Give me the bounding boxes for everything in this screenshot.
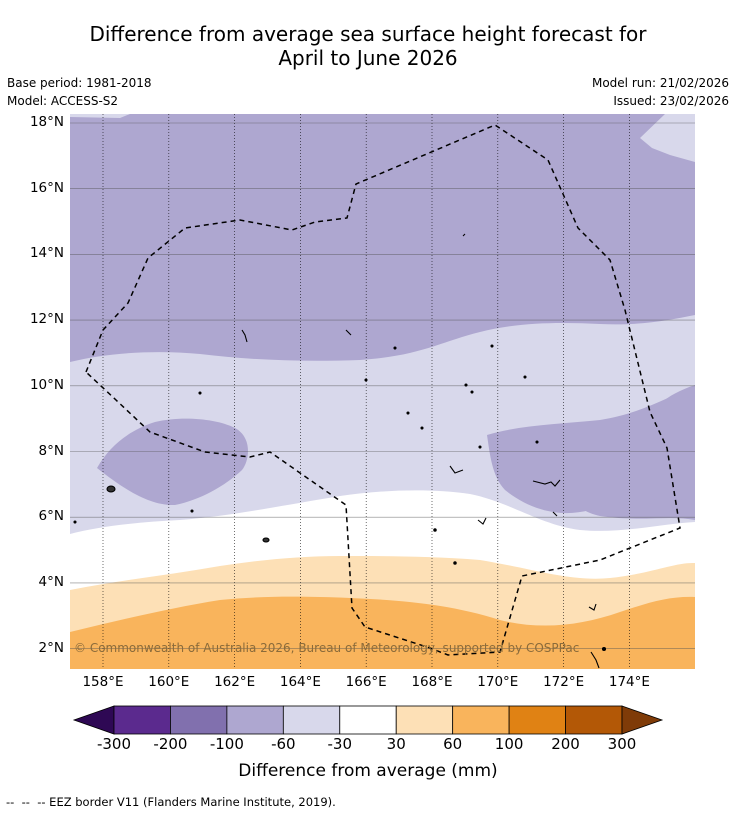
island: [364, 378, 368, 382]
colorbar: [72, 705, 664, 735]
colorbar-segment: [226, 705, 284, 735]
lat-tick-label: 6°N: [38, 508, 64, 525]
band-light-top-right: [640, 114, 695, 162]
island: [464, 383, 468, 387]
island: [590, 651, 600, 669]
gridlines: [70, 114, 695, 669]
lon-tick-label: 164°E: [279, 674, 321, 690]
island: [532, 479, 561, 487]
copyright-notice: © Commonwealth of Australia 2026, Bureau…: [74, 641, 580, 655]
colorbar-tick-label: 300: [607, 735, 637, 753]
colorbar-segment: [282, 705, 341, 735]
island: [241, 329, 248, 343]
colorbar-tick-label: -200: [153, 735, 188, 753]
island: [478, 445, 482, 449]
title-line-1: Difference from average sea surface heig…: [89, 22, 647, 46]
colorbar-tick-label: -300: [96, 735, 132, 753]
island: [190, 509, 194, 513]
island: [198, 391, 202, 395]
lat-tick-label: 10°N: [29, 376, 64, 393]
colorbar-segment: [452, 705, 510, 735]
lon-tick-label: 160°E: [148, 674, 190, 690]
islands: [73, 233, 607, 669]
island: [535, 440, 539, 444]
colorbar-extend-low: [72, 705, 115, 735]
colorbar-segment: [565, 705, 623, 735]
meta-right: Model run: 21/02/2026 Issued: 23/02/2026: [592, 74, 729, 110]
island: [393, 346, 397, 350]
lat-tick-label: 16°N: [29, 179, 64, 196]
meta-left: Base period: 1981-2018 Model: ACCESS-S2: [7, 74, 152, 110]
colorbar-tick-label: -30: [327, 735, 353, 753]
eez-border: [85, 124, 681, 656]
colorbar-tick-label: 100: [494, 735, 524, 753]
model-name: Model: ACCESS-S2: [7, 94, 119, 108]
map-plot-area: [70, 114, 695, 669]
lat-tick-label: 8°N: [38, 442, 64, 459]
island: [470, 390, 474, 394]
island: [601, 646, 607, 652]
band-plus60-plus100: [70, 596, 695, 669]
lon-tick-label: 172°E: [543, 674, 585, 690]
island: [106, 485, 116, 493]
colorbar-tick-label: 200: [551, 735, 580, 753]
band-light-top-left: [70, 114, 130, 118]
colorbar-tick-label: -60: [271, 735, 296, 753]
patch-east: [487, 386, 695, 514]
lat-tick-label: 18°N: [29, 114, 64, 130]
island: [552, 511, 558, 517]
patch-west: [97, 418, 248, 506]
colorbar-segment: [395, 705, 454, 735]
colorbar-title: Difference from average (mm): [238, 761, 498, 781]
colorbar-tick-label: 60: [443, 735, 463, 753]
colorbar-segment: [339, 705, 397, 735]
lon-tick-label: 168°E: [411, 674, 453, 690]
island: [588, 603, 597, 611]
title-line-2: April to June 2026: [278, 46, 458, 70]
island: [462, 233, 466, 237]
base-period: Base period: 1981-2018: [7, 76, 152, 90]
issued-date: Issued: 23/02/2026: [613, 94, 729, 108]
eez-footnote: -- -- -- EEZ border V11 (Flanders Marine…: [6, 795, 336, 809]
lon-tick-label: 162°E: [214, 674, 256, 690]
lon-tick-label: 170°E: [477, 674, 519, 690]
island: [523, 375, 527, 379]
island: [477, 517, 487, 525]
model-run: Model run: 21/02/2026: [591, 76, 729, 90]
lat-tick-label: 14°N: [29, 245, 64, 262]
island: [406, 411, 410, 415]
colorbar-segment: [508, 705, 566, 735]
colorbar-tick-label: -100: [209, 735, 244, 753]
colorbar-segment: [170, 705, 228, 735]
island: [453, 561, 457, 565]
island: [420, 426, 424, 430]
lon-tick-label: 158°E: [82, 674, 124, 690]
lat-tick-label: 12°N: [29, 311, 64, 328]
island: [73, 520, 77, 524]
lon-tick-label: 174°E: [608, 674, 650, 690]
island: [490, 344, 494, 348]
colorbar-extend-high: [621, 705, 664, 735]
map-title: Difference from average sea surface heig…: [0, 22, 736, 70]
lat-tick-label: 4°N: [38, 573, 64, 590]
island: [262, 537, 270, 543]
colorbar-tick-label: 30: [386, 735, 406, 753]
island: [345, 329, 352, 336]
island: [433, 528, 437, 532]
island: [449, 465, 464, 474]
lon-tick-label: 166°E: [345, 674, 387, 690]
colorbar-segment: [113, 705, 171, 735]
lat-tick-label: 2°N: [38, 639, 64, 656]
